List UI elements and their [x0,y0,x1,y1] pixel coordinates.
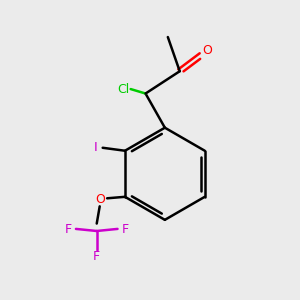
Text: O: O [202,44,212,57]
Text: I: I [93,141,97,154]
Text: F: F [65,223,72,236]
Text: F: F [93,250,100,263]
Text: Cl: Cl [117,82,129,96]
Text: O: O [95,193,105,206]
Text: F: F [122,223,128,236]
